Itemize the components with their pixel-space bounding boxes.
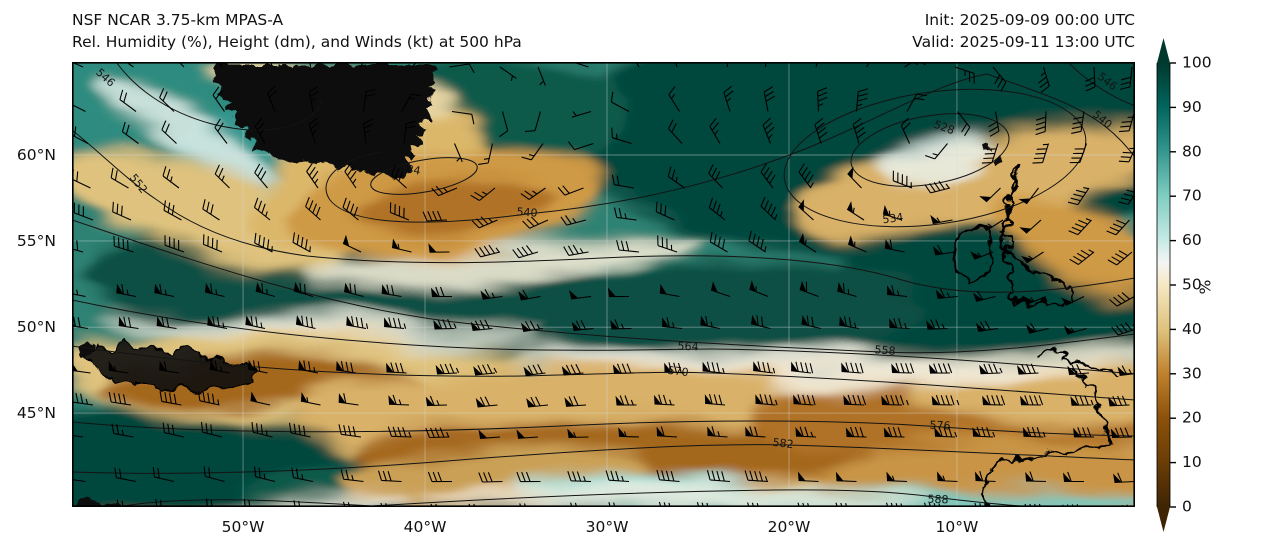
- x-axis: 50°W 40°W 30°W 20°W 10°W: [72, 518, 1135, 540]
- nova-scotia-coast: [72, 494, 122, 507]
- svg-text:564: 564: [677, 339, 699, 353]
- humidity-field: [72, 62, 1135, 507]
- colorbar-tick-label: 80: [1182, 142, 1202, 160]
- svg-text:540: 540: [516, 205, 538, 219]
- x-tick-label: 50°W: [221, 518, 265, 536]
- map-frame: [72, 62, 1135, 507]
- svg-text:534: 534: [399, 161, 422, 177]
- y-tick-label: 45°N: [16, 404, 56, 423]
- greenland-coast: [207, 62, 436, 176]
- colorbar-tick-label: 40: [1182, 320, 1202, 338]
- init-time: Init: 2025-09-09 00:00 UTC: [924, 11, 1135, 29]
- colorbar-tick-label: 0: [1182, 498, 1192, 516]
- newfoundland-coast: [80, 338, 253, 391]
- colorbar-tick-label: 100: [1182, 54, 1212, 72]
- colorbar-tick-label: 70: [1182, 187, 1202, 205]
- map-plot: 5465525345405285345405465585645705765825…: [72, 62, 1135, 507]
- ireland-coast: [948, 223, 990, 280]
- colorbar-tick-label: 60: [1182, 231, 1202, 249]
- colorbar-tick-label: 30: [1182, 364, 1202, 382]
- colorbar-tick-label: 50: [1182, 276, 1202, 294]
- svg-text:582: 582: [772, 436, 794, 451]
- x-tick-label: 30°W: [585, 518, 629, 536]
- iberia-coast: [976, 440, 1108, 507]
- model-title: NSF NCAR 3.75-km MPAS-A: [72, 11, 284, 29]
- france-west-coast: [1067, 363, 1109, 443]
- run-times: Init: 2025-09-09 00:00 UTC Valid: 2025-0…: [912, 9, 1135, 53]
- svg-text:558: 558: [874, 343, 896, 358]
- svg-text:570: 570: [667, 364, 689, 379]
- colorbar-unit-label: %: [1196, 279, 1215, 295]
- valid-time: Valid: 2025-09-11 13:00 UTC: [912, 33, 1135, 51]
- x-tick-label: 10°W: [935, 518, 979, 536]
- x-tick-label: 40°W: [403, 518, 447, 536]
- svg-text:588: 588: [927, 493, 948, 507]
- colorbar-tick-label: 10: [1182, 453, 1202, 471]
- colorbar-tick-label: 20: [1182, 409, 1202, 427]
- fields-subtitle: Rel. Humidity (%), Height (dm), and Wind…: [72, 33, 522, 51]
- chart-titles: NSF NCAR 3.75-km MPAS-A Rel. Humidity (%…: [72, 9, 522, 53]
- coastlines: [72, 62, 1117, 507]
- wind-barbs: [72, 62, 1135, 507]
- brittany-coast: [1033, 344, 1117, 374]
- graticule-gridlines: [72, 62, 1135, 507]
- y-axis: 60°N 55°N 50°N 45°N: [0, 62, 64, 507]
- y-tick-label: 55°N: [16, 231, 56, 250]
- x-tick-label: 20°W: [767, 518, 811, 536]
- y-tick-label: 60°N: [16, 146, 56, 164]
- y-tick-label: 50°N: [16, 318, 56, 337]
- great-britain-coast: [999, 159, 1072, 305]
- colorbar: 0 10 20 30 40 50 60 70 80 90 100: [1156, 38, 1212, 532]
- labrador-coast: [74, 338, 92, 353]
- colorbar-tick-label: 90: [1182, 98, 1202, 116]
